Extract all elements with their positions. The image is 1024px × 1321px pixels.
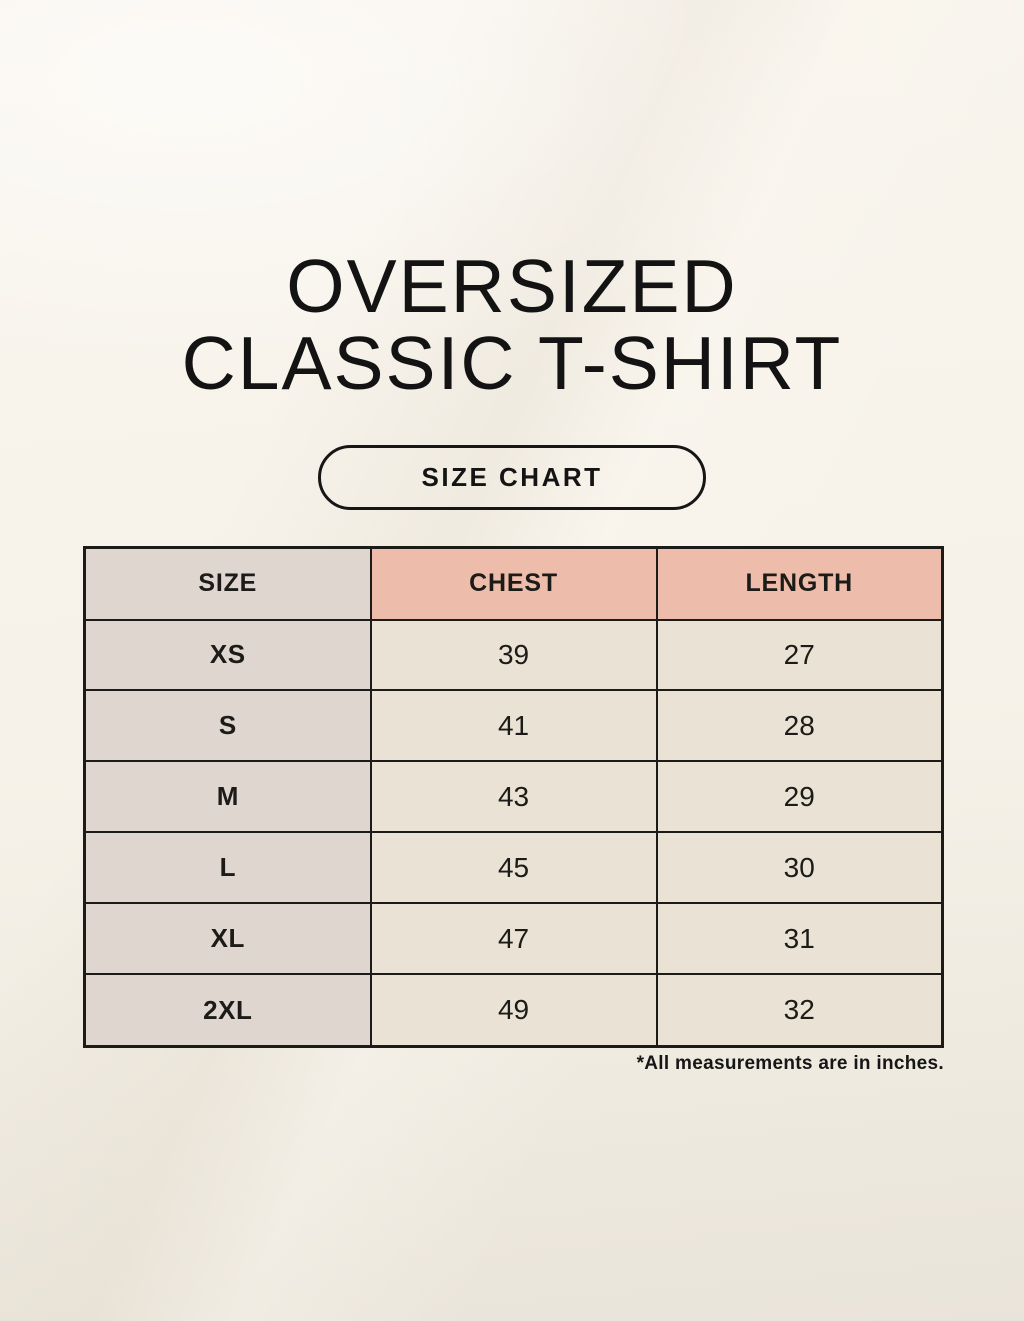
size-cell: 2XL: [83, 973, 372, 1048]
column-header-length: LENGTH: [655, 546, 944, 621]
chest-cell: 43: [369, 760, 658, 834]
length-cell: 28: [655, 689, 944, 763]
size-cell: S: [83, 689, 372, 763]
length-cell: 27: [655, 618, 944, 692]
length-cell: 32: [655, 973, 944, 1048]
column-header-size: SIZE: [83, 546, 372, 621]
size-chart-table: SIZE CHEST LENGTH XS 39 27 S 41 28 M 43 …: [83, 546, 944, 1048]
measurements-footnote: *All measurements are in inches.: [636, 1053, 944, 1074]
product-title: OVERSIZED CLASSIC T-SHIRT: [0, 247, 1024, 406]
table-row: S 41 28: [83, 689, 944, 763]
length-cell: 29: [655, 760, 944, 834]
table-row: XL 47 31: [83, 902, 944, 976]
size-cell: M: [83, 760, 372, 834]
chest-cell: 45: [369, 831, 658, 905]
table-row: L 45 30: [83, 831, 944, 905]
chest-cell: 47: [369, 902, 658, 976]
product-title-line-1: OVERSIZED: [286, 244, 738, 328]
size-chart-button[interactable]: SIZE CHART: [318, 445, 706, 510]
column-header-chest: CHEST: [369, 546, 658, 621]
chest-cell: 39: [369, 618, 658, 692]
chest-cell: 41: [369, 689, 658, 763]
chest-cell: 49: [369, 973, 658, 1048]
size-cell: XL: [83, 902, 372, 976]
table-row: XS 39 27: [83, 618, 944, 692]
length-cell: 31: [655, 902, 944, 976]
size-cell: XS: [83, 618, 372, 692]
table-row: M 43 29: [83, 760, 944, 834]
table-row: 2XL 49 32: [83, 973, 944, 1048]
length-cell: 30: [655, 831, 944, 905]
product-title-line-2: CLASSIC T-SHIRT: [181, 321, 843, 406]
size-cell: L: [83, 831, 372, 905]
table-header-row: SIZE CHEST LENGTH: [83, 546, 944, 621]
